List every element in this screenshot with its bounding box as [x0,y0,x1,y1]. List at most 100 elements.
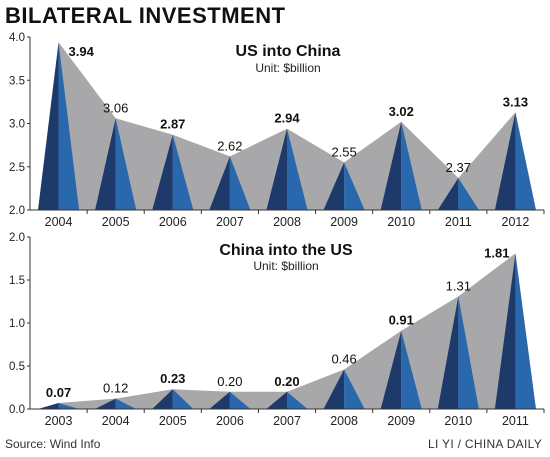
peak-left-face [209,156,230,210]
data-label: 0.20 [274,374,299,389]
peak-right-face [58,42,80,210]
peak-right-face [458,177,479,210]
y-tick-label: 0.5 [9,361,25,373]
y-tick-label: 2.0 [9,205,25,217]
data-label: 3.06 [103,100,128,115]
y-tick-label: 1.5 [9,275,25,287]
x-tick-label: 2011 [445,215,472,229]
peak-left-face [152,389,173,409]
peak-right-face [287,128,308,210]
x-tick-label: 2007 [216,215,244,229]
peak-2007 [266,391,308,409]
peak-right-face [458,296,479,409]
peak-right-face [344,162,365,210]
data-label: 0.23 [160,371,185,386]
y-tick-label: 3.5 [9,75,25,87]
peak-right-face [115,118,137,210]
peak-2006 [209,391,251,409]
x-tick-label: 2010 [387,215,415,229]
china-into-us-chart: 0.0 0.5 1.0 1.5 2.0 2003 2004 2005 2006 2007 2008 2… [9,232,545,428]
peak-2008 [323,369,365,409]
peak-2006 [152,134,194,210]
peak-left-face [323,369,345,409]
peak-2004 [95,398,137,409]
peak-right-face [229,391,251,409]
peak-2010 [380,121,422,210]
x-tick-label: 2005 [102,215,130,229]
y-tick-label: 2.0 [9,232,25,244]
peak-left-face [37,42,59,210]
data-label: 1.31 [446,278,471,293]
y-tick-label: 4.0 [9,32,25,44]
x-tick-label: 2006 [159,215,187,229]
x-tick-label: 2006 [216,414,244,428]
y-tick-label: 1.0 [9,318,25,330]
peak-left-face [323,162,345,210]
data-label: 1.81 [484,245,509,260]
peak-2003 [37,402,80,409]
y-tick-label: 0.0 [9,404,25,416]
peak-2007 [209,156,251,210]
data-label: 0.91 [389,313,414,328]
data-label: 2.62 [217,138,242,153]
peak-right-face [515,253,537,409]
peak-left-face [380,121,402,210]
peak-right-face [515,112,537,210]
peak-left-face [37,402,59,409]
data-label: 0.12 [103,381,128,396]
peak-right-face [344,369,365,409]
peak-left-face [494,253,516,409]
x-tick-label: 2008 [273,215,301,229]
data-label: 2.87 [160,117,185,132]
data-label: 3.02 [389,104,414,119]
main-title: BILATERAL INVESTMENT [5,3,286,28]
peak-left-face [95,118,116,210]
data-label: 0.46 [331,351,356,366]
data-label: 3.13 [503,94,528,109]
peak-2012 [494,112,537,210]
source-note: Source: Wind Info [5,437,101,451]
y-tick-label: 3.0 [9,119,25,131]
peak-left-face [266,391,287,409]
peak-2009 [323,162,365,210]
x-tick-label: 2007 [273,414,301,428]
x-tick-label: 2010 [444,414,472,428]
x-tick-label: 2003 [45,414,73,428]
data-label: 0.07 [46,385,71,400]
data-label: 2.55 [331,144,356,159]
credit-note: LI YI / CHINA DAILY [428,437,542,451]
chart-title: China into the US [219,242,353,259]
peak-2011 [437,177,479,210]
peak-2010 [437,296,479,409]
peak-left-face [494,112,516,210]
peak-right-face [401,330,422,409]
data-label: 2.37 [446,160,471,175]
peak-left-face [209,391,230,409]
y-tick-label: 2.5 [9,162,25,174]
peak-2004 [37,42,80,210]
peak-left-face [437,177,459,210]
x-tick-label: 2004 [45,215,73,229]
x-tick-label: 2009 [387,414,415,428]
peak-right-face [401,121,422,210]
chart-title: US into China [236,43,341,60]
peak-right-face [115,398,137,409]
peak-right-face [287,391,308,409]
x-tick-label: 2008 [330,414,358,428]
peak-right-face [229,156,251,210]
x-tick-label: 2009 [330,215,358,229]
peak-2005 [95,118,137,210]
chart-subtitle: Unit: $billion [253,259,318,273]
peak-2011 [494,253,537,409]
peak-2008 [266,128,308,210]
peak-left-face [95,398,116,409]
peak-right-face [172,389,194,409]
peak-left-face [380,330,402,409]
peak-left-face [437,296,459,409]
x-tick-label: 2011 [502,414,529,428]
data-label: 0.20 [217,374,242,389]
peak-2005 [152,389,194,409]
peak-right-face [58,402,80,409]
peak-left-face [152,134,173,210]
